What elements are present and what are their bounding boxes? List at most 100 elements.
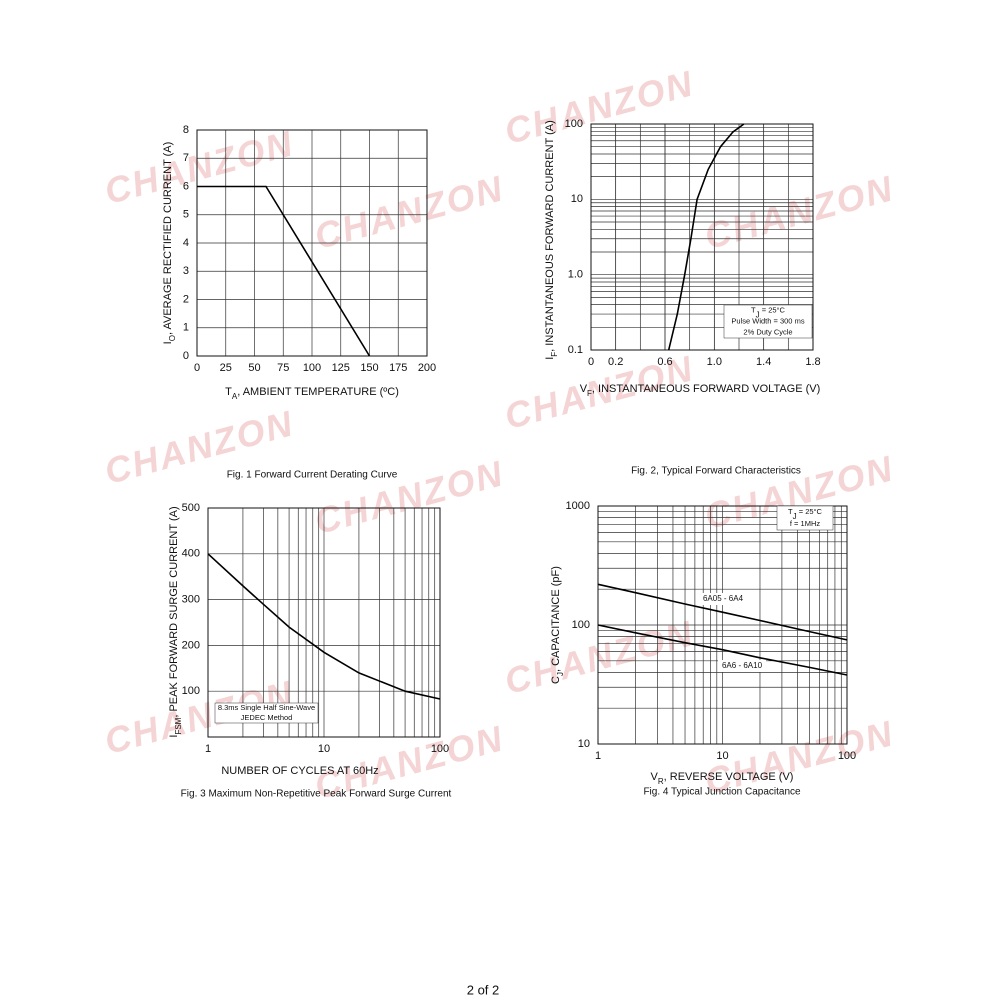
series-label-bg (699, 593, 747, 605)
x-axis-label-sub: A (232, 392, 238, 401)
series-label: 6A6 - 6A10 (722, 661, 763, 670)
x-tick-label: 100 (303, 362, 321, 374)
annotation-box (723, 304, 813, 339)
x-tick-label: 10 (716, 750, 728, 762)
x-tick-label: 200 (418, 362, 436, 374)
figure-caption: Fig. 2, Typical Forward Characteristics (631, 466, 801, 477)
y-tick-label: 1.0 (568, 269, 583, 281)
x-axis-label: TA, AMBIENT TEMPERATURE (ºC) (225, 386, 399, 401)
y-tick-label: 100 (565, 118, 583, 130)
data-line (197, 185, 371, 357)
page-footer: 2 of 2 (467, 982, 500, 997)
annotation-text: f = 1MHz (790, 519, 820, 528)
annotation-text-main: T (788, 507, 793, 516)
x-tick-label: 50 (248, 362, 260, 374)
watermark: CHANZON (310, 167, 508, 257)
y-tick-label: 0 (183, 350, 189, 362)
x-tick-label: 0.6 (657, 356, 672, 368)
y-axis-label-rest: , INSTANTANEOUS FORWARD CURRENT (A) (544, 120, 556, 352)
y-tick-label: 400 (182, 548, 200, 560)
y-axis-label-rest: , AVERAGE RECTIFIED CURRENT (A) (162, 142, 174, 335)
y-axis-label-sub: F (550, 352, 559, 357)
annotation-text: 2% Duty Cycle (743, 327, 792, 336)
y-tick-label: 200 (182, 639, 200, 651)
x-tick-label: 0.2 (608, 356, 623, 368)
x-tick-label: 1 (205, 743, 211, 755)
annotation-text-rest: = 25°C (760, 305, 786, 314)
plot-frame (207, 507, 441, 738)
x-axis-label: VR, REVERSE VOLTAGE (V) (651, 771, 794, 786)
x-axis-label-main: T (225, 386, 232, 398)
x-tick-label: 1.8 (805, 356, 820, 368)
x-tick-label: 75 (277, 362, 289, 374)
y-axis-label-sub: O (168, 335, 177, 341)
y-axis-label-rest: , CAPACITANCE (pF) (550, 566, 562, 672)
y-axis-label: IF, INSTANTANEOUS FORWARD CURRENT (A) (544, 120, 559, 360)
y-tick-label: 100 (182, 685, 200, 697)
x-axis-label-main: V (580, 383, 588, 395)
x-tick-label: 1.0 (707, 356, 722, 368)
x-axis-label: NUMBER OF CYCLES AT 60Hz (221, 765, 378, 777)
data-line (207, 553, 441, 700)
x-tick-label: 175 (389, 362, 407, 374)
y-axis-label: IO, AVERAGE RECTIFIED CURRENT (A) (162, 142, 177, 345)
x-axis-label-rest: , REVERSE VOLTAGE (V) (664, 771, 794, 783)
x-axis-label-sub: F (587, 389, 592, 398)
annotation-text: 8.3ms Single Half Sine-Wave (218, 703, 315, 712)
y-tick-label: 1000 (566, 500, 590, 512)
y-tick-label: 100 (572, 619, 590, 631)
annotation-text-sub: J (756, 310, 760, 319)
y-tick-label: 10 (571, 193, 583, 205)
annotation-text: TJ = 25°C (751, 305, 785, 319)
x-axis-label-sub: R (658, 777, 664, 786)
x-tick-label: 100 (431, 743, 449, 755)
x-tick-label: 0 (588, 356, 594, 368)
y-tick-label: 10 (578, 738, 590, 750)
data-line (667, 123, 745, 351)
plot-frame (196, 129, 428, 357)
y-axis-label-sub: J (556, 672, 565, 676)
y-axis-label-sub: FSM (174, 717, 183, 734)
plot-frame (590, 123, 814, 351)
data-line (597, 583, 848, 641)
x-tick-label: 0 (194, 362, 200, 374)
annotation-text: JEDEC Method (241, 713, 293, 722)
y-tick-label: 3 (183, 265, 189, 277)
watermark: CHANZON (100, 122, 298, 212)
annotation-text-sub: J (793, 512, 797, 521)
y-tick-label: 1 (183, 322, 189, 334)
y-axis-label-rest: , PEAK FORWARD SURGE CURRENT (A) (168, 506, 180, 717)
x-tick-label: 1 (595, 750, 601, 762)
y-tick-label: 500 (182, 502, 200, 514)
watermark: CHANZON (500, 62, 698, 152)
annotation-text-main: T (751, 305, 756, 314)
watermark: CHANZON (700, 167, 898, 257)
x-tick-label: 25 (220, 362, 232, 374)
y-tick-label: 4 (183, 237, 189, 249)
y-axis-label-main: C (550, 676, 562, 684)
y-tick-label: 2 (183, 293, 189, 305)
figure-caption: Fig. 1 Forward Current Derating Curve (227, 470, 398, 481)
annotation-box (214, 702, 319, 724)
y-tick-label: 5 (183, 209, 189, 221)
data-line (597, 624, 848, 676)
x-axis-label-main: V (651, 771, 659, 783)
y-axis-label-main: I (168, 735, 180, 738)
y-axis-label-main: I (544, 357, 556, 360)
watermark: CHANZON (310, 452, 508, 542)
series-label-bg (718, 660, 766, 672)
annotation-box (776, 505, 834, 531)
y-tick-label: 300 (182, 594, 200, 606)
y-tick-label: 7 (183, 152, 189, 164)
x-tick-label: 10 (318, 743, 330, 755)
x-axis-label: VF, INSTANTANEOUS FORWARD VOLTAGE (V) (580, 383, 821, 398)
y-axis-label: CJ, CAPACITANCE (pF) (550, 566, 565, 684)
y-tick-label: 8 (183, 124, 189, 136)
y-tick-label: 6 (183, 180, 189, 192)
figure-caption: Fig. 3 Maximum Non-Repetitive Peak Forwa… (181, 789, 452, 800)
x-tick-label: 100 (838, 750, 856, 762)
x-tick-label: 1.4 (756, 356, 771, 368)
x-axis-label-rest: , AMBIENT TEMPERATURE (ºC) (237, 386, 399, 398)
y-tick-label: 0.1 (568, 344, 583, 356)
